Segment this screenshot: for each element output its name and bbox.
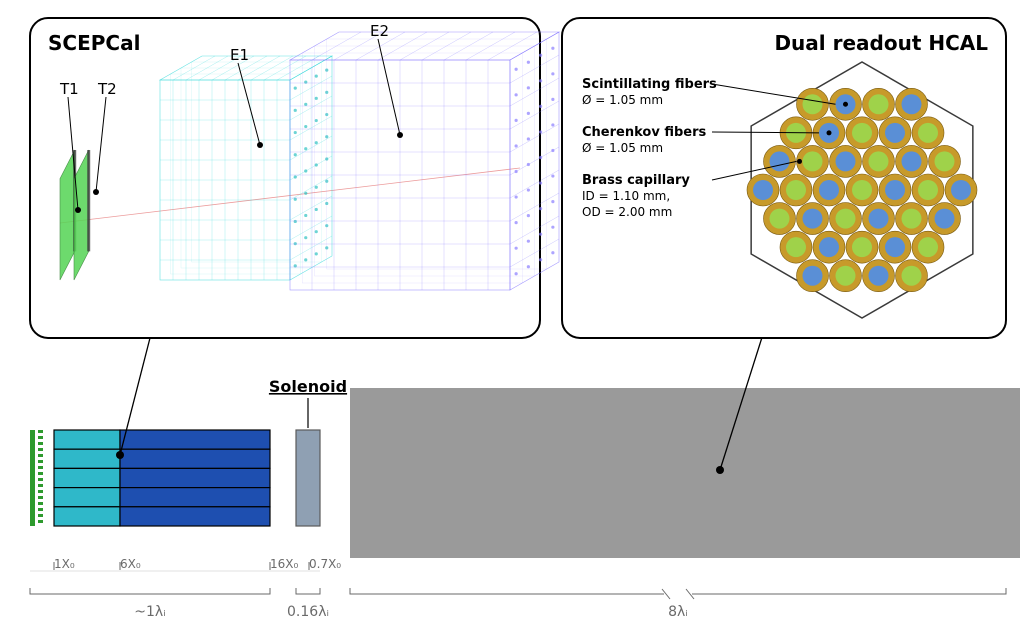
- ecal-e2-row: [120, 449, 270, 468]
- scint-fiber: [869, 94, 889, 114]
- legend-sub: Ø = 1.05 mm: [582, 93, 663, 107]
- leader-label: T2: [97, 80, 117, 98]
- timing-layer-solid: [30, 430, 35, 526]
- ecal-e1-row: [54, 449, 120, 468]
- cherenkov-fiber: [869, 266, 889, 286]
- scint-fiber: [786, 237, 806, 257]
- diagram-root: Solenoid 1X₀ 6X₀ 16X₀ 0.7X₀ ~1λᵢ 0.16λᵢ 8λᵢ…: [0, 0, 1036, 639]
- scint-fiber: [803, 151, 823, 171]
- ecal-e1-row: [54, 430, 120, 449]
- cherenkov-fiber: [935, 209, 955, 229]
- legend-heading: Cherenkov fibers: [582, 125, 706, 140]
- scint-fiber: [918, 237, 938, 257]
- scint-fiber: [803, 94, 823, 114]
- legend-sub: OD = 2.00 mm: [582, 205, 672, 219]
- cherenkov-fiber: [836, 151, 856, 171]
- hcal-block: [350, 388, 1020, 558]
- cherenkov-fiber: [902, 94, 922, 114]
- solenoid-label: Solenoid: [269, 377, 347, 396]
- timing-layer-dotted: [38, 430, 43, 523]
- legend-heading: Scintillating fibers: [582, 77, 717, 92]
- panel-title-left: SCEPCal: [48, 31, 140, 55]
- scint-fiber: [869, 151, 889, 171]
- scint-fiber: [902, 266, 922, 286]
- cherenkov-fiber: [803, 266, 823, 286]
- ecal-e1-row: [54, 468, 120, 487]
- axis-tick-label: 1X₀: [54, 557, 75, 571]
- leader-label: E1: [230, 46, 249, 64]
- scint-fiber: [836, 209, 856, 229]
- ecal-e2-row: [120, 488, 270, 507]
- scint-fiber: [770, 209, 790, 229]
- scint-fiber: [786, 180, 806, 200]
- cherenkov-fiber: [753, 180, 773, 200]
- scint-fiber: [852, 180, 872, 200]
- cherenkov-fiber: [819, 237, 839, 257]
- scint-fiber: [852, 123, 872, 143]
- legend-sub: ID = 1.10 mm,: [582, 189, 670, 203]
- axis-lambda-label: ~1λᵢ: [134, 604, 165, 620]
- scint-fiber: [918, 123, 938, 143]
- cherenkov-fiber: [869, 209, 889, 229]
- axis-tick-label: 16X₀: [270, 557, 298, 571]
- ecal-e1-row: [54, 488, 120, 507]
- cherenkov-fiber: [885, 237, 905, 257]
- axis-lambda-label: 0.16λᵢ: [287, 604, 329, 620]
- cherenkov-fiber: [770, 151, 790, 171]
- leader-label: E2: [370, 22, 389, 40]
- leader-label: T1: [59, 80, 79, 98]
- ecal-e2-row: [120, 507, 270, 526]
- cherenkov-fiber: [885, 123, 905, 143]
- cherenkov-fiber: [951, 180, 971, 200]
- axis-tick-label: 6X₀: [120, 557, 141, 571]
- cherenkov-fiber: [803, 209, 823, 229]
- cherenkov-fiber: [902, 151, 922, 171]
- ecal-e1-row: [54, 507, 120, 526]
- scint-fiber: [902, 209, 922, 229]
- ecal-e2-row: [120, 468, 270, 487]
- scint-fiber: [852, 237, 872, 257]
- legend-heading: Brass capillary: [582, 173, 690, 188]
- scint-fiber: [836, 266, 856, 286]
- cherenkov-fiber: [819, 180, 839, 200]
- cherenkov-fiber: [885, 180, 905, 200]
- scint-fiber: [918, 180, 938, 200]
- axis-lambda-label: 8λᵢ: [668, 604, 688, 620]
- ecal-e2-row: [120, 430, 270, 449]
- panel-title-right: Dual readout HCAL: [774, 31, 988, 55]
- axis-tick-label: 0.7X₀: [309, 557, 341, 571]
- legend-sub: Ø = 1.05 mm: [582, 141, 663, 155]
- solenoid-block: [296, 430, 320, 526]
- scint-fiber: [935, 151, 955, 171]
